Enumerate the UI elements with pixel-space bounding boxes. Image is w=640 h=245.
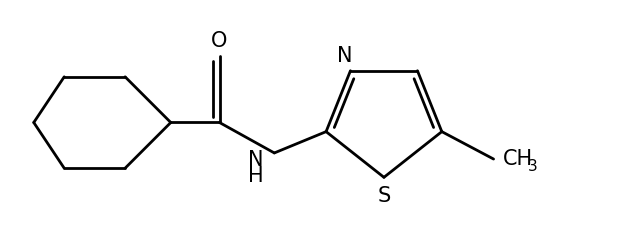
Text: CH: CH — [502, 149, 533, 169]
Text: S: S — [378, 186, 390, 207]
Text: H: H — [248, 166, 264, 186]
Text: N: N — [248, 150, 264, 170]
Text: N: N — [337, 46, 352, 66]
Text: O: O — [211, 31, 228, 51]
Text: 3: 3 — [528, 159, 538, 174]
